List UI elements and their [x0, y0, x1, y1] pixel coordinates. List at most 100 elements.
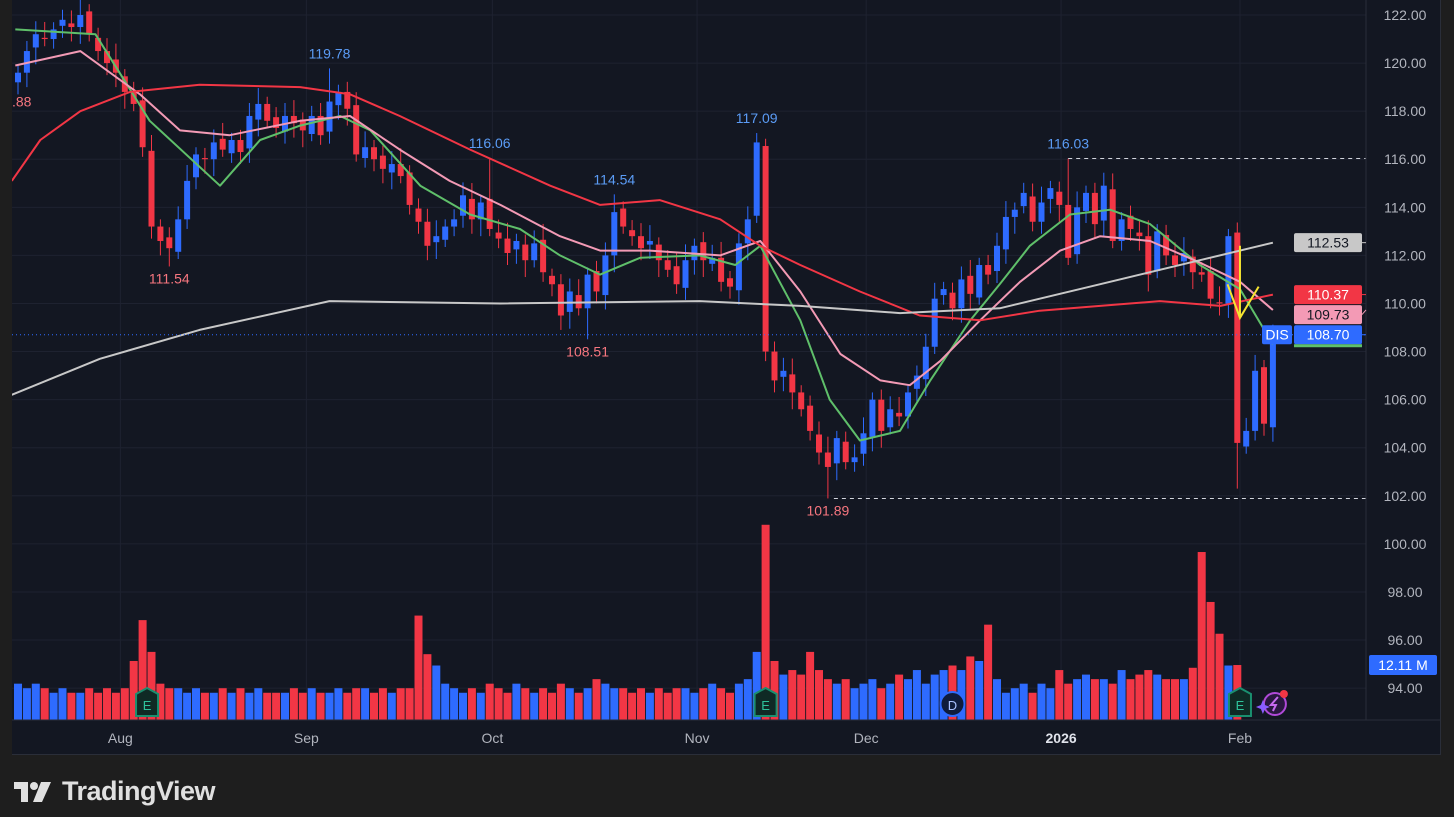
- volume-bar: [378, 688, 387, 720]
- candle-body: [994, 245, 1000, 272]
- candle: [985, 254, 992, 285]
- candle-body: [424, 221, 431, 246]
- volume-bar: [1108, 683, 1117, 720]
- volume-bar: [699, 688, 708, 720]
- volume-bar: [726, 692, 734, 720]
- candle: [50, 22, 57, 49]
- candle-body: [317, 115, 324, 136]
- candle-body: [290, 115, 297, 124]
- candlestick-chart[interactable]: 119.78 116.06 114.54 117.09 116.03 111.54 108.…: [12, 0, 1440, 754]
- volume-bar: [476, 692, 485, 720]
- candle: [744, 206, 751, 261]
- candle-body: [433, 236, 440, 243]
- candle-body: [59, 19, 66, 26]
- time-tick-label: Oct: [481, 730, 503, 746]
- volume-bar: [966, 656, 975, 720]
- candle: [869, 392, 876, 452]
- candle: [949, 282, 956, 321]
- candle-body: [727, 278, 733, 287]
- candle: [958, 266, 965, 323]
- volume-bar: [245, 692, 254, 720]
- volume-bar: [281, 692, 289, 720]
- candle-body: [1002, 216, 1009, 250]
- volume-bar: [708, 683, 717, 720]
- price-tick-label: 116.00: [1384, 151, 1426, 167]
- volume-bar: [797, 674, 806, 720]
- candle-body: [1047, 188, 1054, 199]
- ma_slow-line: [12, 83, 1274, 322]
- candle: [931, 282, 938, 354]
- volume-bar: [806, 651, 815, 720]
- volume-bar: [592, 679, 601, 720]
- candle: [15, 65, 21, 95]
- candle: [41, 21, 48, 47]
- price-tick-label: 100.00: [1384, 536, 1427, 552]
- candle-body: [851, 457, 858, 463]
- volume-bar: [993, 679, 1001, 720]
- volume-bar: [432, 665, 441, 720]
- candle-body: [646, 240, 653, 245]
- price-annotation-high: 116.03: [1047, 136, 1089, 152]
- candle-body: [1145, 236, 1152, 275]
- volume-bar: [610, 688, 619, 720]
- volume-bar: [663, 692, 672, 720]
- volume-bar: [334, 688, 343, 720]
- candle: [1225, 228, 1232, 318]
- candle-body: [1172, 255, 1178, 266]
- candle: [486, 157, 493, 237]
- candle: [789, 358, 796, 410]
- price-tick-label: 110.00: [1384, 295, 1426, 311]
- volume-bar: [370, 692, 378, 720]
- candle-body: [789, 374, 796, 393]
- candle-body: [1136, 232, 1143, 237]
- price-annotation-low: 101.89: [806, 502, 849, 518]
- brand-name: TradingView: [62, 776, 216, 806]
- candle-body: [664, 260, 671, 270]
- candle-body: [976, 265, 983, 298]
- candle: [842, 431, 849, 470]
- candle-body: [1243, 430, 1250, 447]
- volume-bar: [111, 692, 120, 720]
- candle-body: [344, 91, 351, 109]
- volume-bar: [637, 688, 645, 720]
- candle-body: [1216, 302, 1223, 304]
- candle: [442, 219, 449, 247]
- price-badge: 110.37: [1294, 285, 1366, 305]
- lightning-bolt-icon: [1268, 696, 1279, 712]
- candle: [833, 430, 840, 481]
- candle-body: [629, 230, 636, 237]
- candle-body: [362, 147, 369, 159]
- volume-bar: [1055, 670, 1064, 720]
- price-tick-label: 94.00: [1387, 680, 1422, 696]
- candle: [379, 145, 386, 184]
- candle: [771, 341, 778, 393]
- candle-body: [228, 140, 235, 154]
- price-tick-label: 122.00: [1384, 7, 1427, 23]
- candle: [1083, 185, 1089, 223]
- candle-body: [744, 219, 751, 244]
- volume-bar: [1171, 679, 1179, 720]
- volume-badge-bg: [1369, 655, 1437, 675]
- candle-body: [468, 198, 475, 220]
- volume-bar: [565, 688, 574, 720]
- volume-bar: [743, 679, 752, 720]
- candle-body: [210, 142, 217, 160]
- volume-bar: [512, 683, 521, 720]
- chart-panel[interactable]: 119.78 116.06 114.54 117.09 116.03 111.54 108.…: [12, 0, 1441, 755]
- volume-bar: [717, 688, 726, 720]
- candle: [237, 129, 244, 165]
- candle: [780, 357, 787, 392]
- tradingview-logo[interactable]: TradingView: [14, 776, 216, 807]
- volume-bar: [14, 683, 22, 720]
- volume-badge-label: 12.11 M: [1378, 657, 1428, 673]
- volume-bar: [912, 670, 921, 720]
- candle: [121, 69, 128, 109]
- price-badge: 108.70: [1294, 325, 1366, 345]
- candle: [1163, 224, 1170, 266]
- candle: [727, 271, 733, 299]
- price-tick-label: 112.00: [1384, 247, 1426, 263]
- candle: [1243, 417, 1250, 454]
- candle-body: [1180, 252, 1187, 262]
- candle-body: [549, 275, 555, 285]
- volume-bar: [94, 692, 103, 720]
